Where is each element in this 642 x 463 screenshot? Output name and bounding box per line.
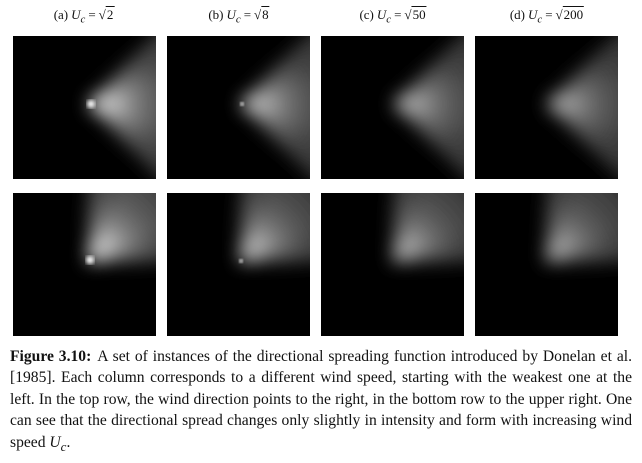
spread-image-c-upper-right — [321, 193, 464, 336]
caption-end: . — [66, 433, 71, 451]
figure-number: Figure 3.10: — [10, 348, 92, 365]
radical-sign: √ — [555, 7, 563, 22]
equals-sign: = — [394, 7, 402, 22]
radical-sign: √ — [254, 7, 262, 22]
radicand: 2 — [105, 6, 115, 22]
spread-image-b-right — [167, 36, 310, 179]
subscript: c — [386, 13, 392, 26]
label-letter: (b) — [208, 7, 224, 22]
spread-image-a-upper-right — [13, 193, 156, 336]
variable: U — [527, 7, 538, 22]
equals-sign: = — [88, 7, 96, 22]
spread-image-d-right — [475, 36, 618, 179]
variable: U — [71, 7, 81, 22]
radical-sign: √ — [98, 7, 106, 22]
variable: U — [226, 7, 236, 22]
radicand: 8 — [261, 6, 270, 22]
label-letter: (d) — [509, 7, 525, 22]
equals-sign: = — [545, 7, 553, 22]
column-label-c: (c) Uc = √50 — [359, 6, 427, 28]
label-letter: (c) — [359, 7, 374, 22]
column-label-d: (d) Uc = √200 — [509, 6, 585, 28]
variable: U — [376, 7, 387, 22]
caption-text: A set of instances of the directional sp… — [10, 348, 632, 451]
radicand: 200 — [562, 6, 585, 22]
figure-caption: Figure 3.10: A set of instances of the di… — [10, 346, 632, 457]
subscript: c — [80, 13, 86, 26]
caption-symbol-subscript: c — [60, 438, 67, 454]
subscript: c — [537, 13, 543, 26]
column-label-a: (a) Uc = √2 — [53, 6, 115, 28]
spread-image-b-upper-right — [167, 193, 310, 336]
label-letter: (a) — [53, 7, 69, 22]
caption-symbol: U — [49, 433, 61, 451]
figure-panels: (a) Uc = √2 (b) Uc = √8 (c) Uc = √50 (d) Uc = √200 — [13, 6, 618, 336]
spread-image-c-right — [321, 36, 464, 179]
subscript: c — [235, 13, 241, 26]
radicand: 50 — [411, 6, 427, 22]
equals-sign: = — [243, 7, 252, 22]
spread-image-a-right — [13, 36, 156, 179]
column-label-b: (b) Uc = √8 — [208, 6, 270, 28]
spread-image-d-upper-right — [475, 193, 618, 336]
radical-sign: √ — [404, 7, 412, 22]
